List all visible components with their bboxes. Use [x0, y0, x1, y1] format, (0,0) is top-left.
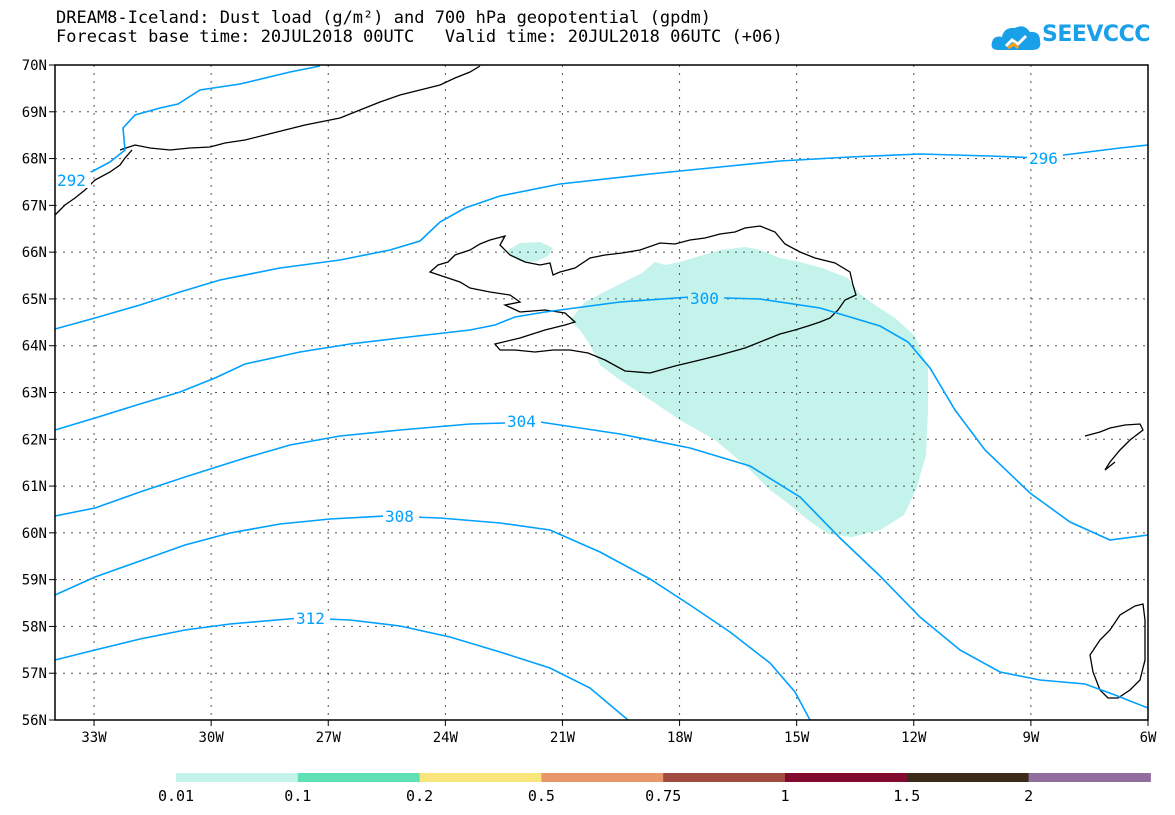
colorbar-label: 1: [780, 787, 789, 805]
contour-296: [54, 144, 1149, 330]
y-tick-label: 57N: [22, 666, 47, 682]
colorbar-swatch: [419, 773, 542, 782]
iceland-coast: [428, 225, 857, 374]
colorbar-label: 0.2: [406, 787, 433, 805]
contour-label-296: 296: [1029, 149, 1058, 168]
greenland-coast: [119, 65, 481, 151]
y-tick-label: 56N: [22, 713, 47, 729]
contour-label-292: 292: [57, 171, 86, 190]
contour-label-300: 300: [690, 289, 719, 308]
map-title: DREAM8-Iceland: Dust load (g/m²) and 700…: [56, 8, 712, 28]
x-tick-label: 27W: [316, 730, 342, 746]
contour-labels: 292 296 300 304 308 312: [55, 149, 1063, 628]
colorbar-swatch: [1028, 773, 1151, 782]
y-tick-label: 68N: [22, 152, 47, 168]
colorbar-label: 0.01: [158, 787, 194, 805]
colorbar-swatch: [297, 773, 421, 782]
y-tick-label: 63N: [22, 386, 47, 402]
contour-308: [54, 515, 811, 721]
colorbar-swatch: [906, 773, 1030, 782]
greenland-coast-west: [54, 149, 133, 216]
y-tick-label: 60N: [22, 526, 47, 542]
x-tick-label: 33W: [81, 730, 107, 746]
y-tick-label: 67N: [22, 198, 47, 214]
contour-304: [54, 421, 1149, 709]
y-tick-label: 61N: [22, 479, 47, 495]
x-tick-label: 21W: [550, 730, 576, 746]
x-tick-label: 15W: [784, 730, 810, 746]
colorbar-label: 0.1: [284, 787, 311, 805]
colorbar-swatch: [663, 773, 786, 782]
y-tick-label: 70N: [22, 58, 47, 74]
y-tick-label: 64N: [22, 339, 47, 355]
y-tick-label: 69N: [22, 105, 47, 121]
contour-300: [54, 296, 1149, 541]
colorbar-label: 1.5: [893, 787, 920, 805]
dust-load-area: [508, 242, 928, 537]
faroe-coast: [1084, 423, 1144, 471]
y-tick-label: 59N: [22, 573, 47, 589]
x-tick-label: 30W: [198, 730, 224, 746]
colorbar-swatch: [541, 773, 664, 782]
colorbar: 0.01 0.1 0.2 0.5 0.75 1 1.5 2: [158, 773, 1151, 805]
contour-312: [54, 617, 629, 721]
logo-text: SEEVCCC: [1042, 22, 1150, 47]
contour-292: [54, 65, 321, 186]
contour-label-308: 308: [385, 507, 414, 526]
x-tick-label: 12W: [901, 730, 927, 746]
y-tick-label: 58N: [22, 619, 47, 635]
colorbar-label: 0.5: [528, 787, 555, 805]
x-tick-label: 24W: [433, 730, 459, 746]
cloud-icon: [991, 26, 1041, 50]
y-tick-label: 66N: [22, 245, 47, 261]
colorbar-label: 0.75: [645, 787, 681, 805]
x-tick-label: 18W: [667, 730, 693, 746]
geopotential-contours: [54, 65, 1149, 721]
x-tick-label: 9W: [1022, 730, 1039, 746]
contour-label-312: 312: [296, 609, 325, 628]
x-tick-label: 6W: [1140, 730, 1157, 746]
graticule: [55, 65, 1149, 720]
y-tick-label: 65N: [22, 292, 47, 308]
map-axes: 33W 30W 27W 24W 21W 18W 15W 12W 9W 6W 70N 69N 68N 67N…: [22, 58, 1157, 746]
forecast-time-line: Forecast base time: 20JUL2018 00UTC Vali…: [56, 27, 783, 47]
coastlines: [54, 65, 1146, 699]
y-tick-label: 62N: [22, 432, 47, 448]
colorbar-swatch: [176, 773, 299, 782]
colorbar-label: 2: [1024, 787, 1033, 805]
scotland-coast: [1089, 603, 1146, 699]
colorbar-swatch: [785, 773, 908, 782]
contour-label-304: 304: [507, 412, 536, 431]
